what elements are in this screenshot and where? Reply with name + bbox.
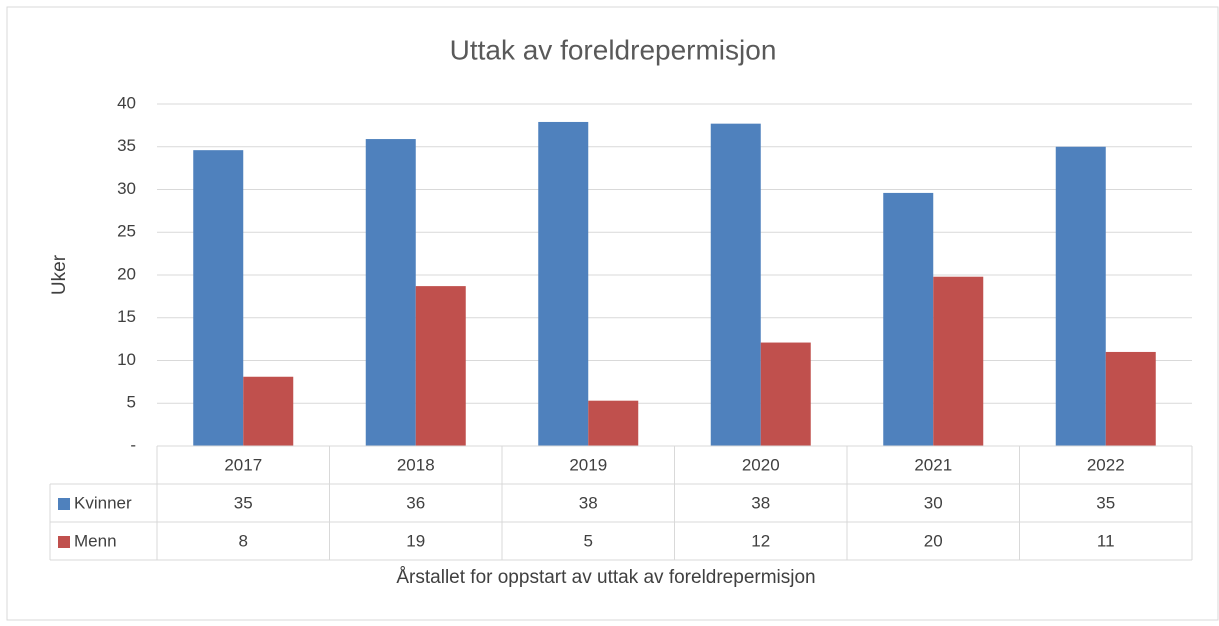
bar [243,376,294,446]
table-value: 38 [751,493,770,512]
y-tick-label: 15 [117,307,136,326]
table-value: 36 [406,493,425,512]
bar [1105,351,1156,446]
chart-title: Uttak av foreldrepermisjon [450,34,777,65]
y-tick-label: 30 [117,179,136,198]
y-axis-label: Uker [49,254,70,295]
y-tick-label: 35 [117,136,136,155]
chart-frame [6,6,1219,621]
bar [193,150,244,447]
table-value: 30 [924,493,943,512]
bar [415,286,466,446]
table-value: 19 [406,531,425,550]
bar [933,276,984,446]
bar [760,342,811,446]
bar [710,123,761,446]
x-tick-label: 2022 [1087,455,1125,474]
y-tick-label: 5 [127,393,136,412]
bar [588,400,639,446]
table-value: 11 [1097,531,1115,550]
table-value: 35 [1096,493,1115,512]
y-tick-label: 20 [117,264,136,283]
table-value: 20 [924,531,943,550]
y-tick-label: 10 [117,350,136,369]
bar [1055,146,1106,446]
x-tick-label: 2019 [569,455,607,474]
y-tick-label: - [130,435,136,454]
bar [365,139,416,446]
legend-swatch [58,536,70,548]
legend-label: Kvinner [74,493,132,512]
table-value: 8 [239,531,248,550]
y-tick-label: 40 [117,93,136,112]
table-value: 12 [751,531,770,550]
table-value: 35 [234,493,253,512]
x-tick-label: 2021 [914,455,952,474]
legend-swatch [58,498,70,510]
table-value: 38 [579,493,598,512]
bar [883,192,934,446]
y-tick-label: 25 [117,222,136,241]
legend-label: Menn [74,531,117,550]
table-value: 5 [584,531,593,550]
x-tick-label: 2020 [742,455,780,474]
x-tick-label: 2018 [397,455,435,474]
x-tick-label: 2017 [224,455,262,474]
bar [538,121,589,446]
x-axis-label: Årstallet for oppstart av uttak av forel… [396,567,815,588]
